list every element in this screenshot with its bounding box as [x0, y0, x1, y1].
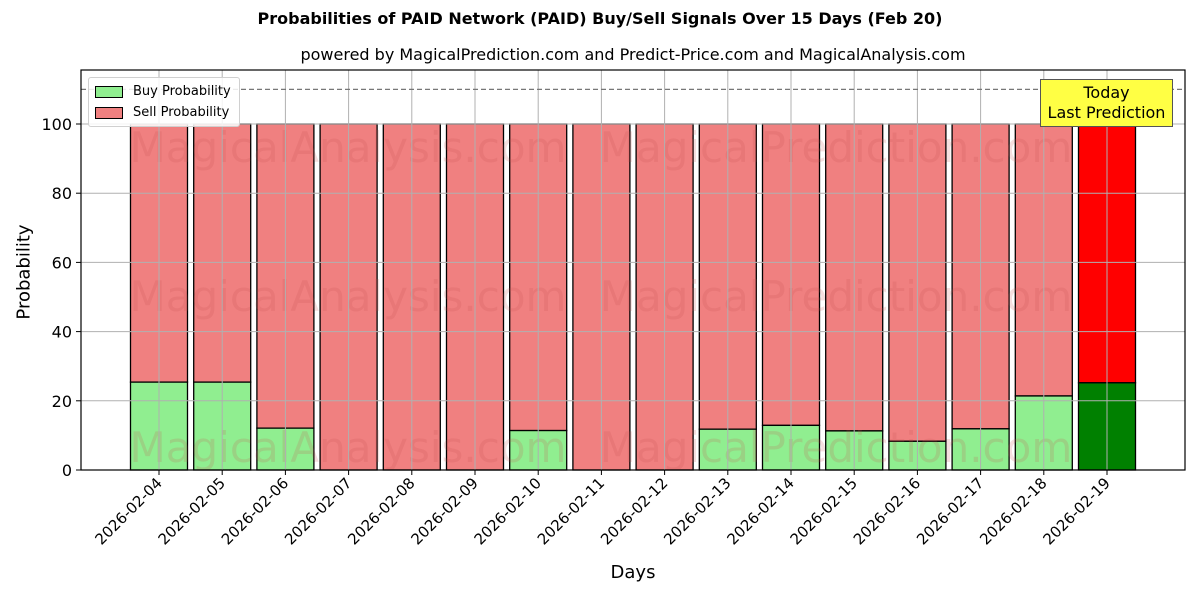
today-annotation-line1: Today: [1083, 83, 1130, 102]
legend-sell-label: Sell Probability: [133, 105, 230, 120]
legend-item-buy: Buy Probability: [95, 81, 231, 102]
watermark: MagicalAnalysis.com: [130, 123, 567, 172]
x-tick-label: 2026-02-04: [91, 474, 165, 548]
x-tick-label: 2026-02-15: [787, 474, 861, 548]
watermark: MagicalPrediction.com: [600, 272, 1073, 321]
plot-frame: [80, 69, 1186, 471]
x-tick-label: 2026-02-19: [1039, 474, 1113, 548]
buy-swatch-icon: [95, 85, 123, 98]
x-axis-label: Days: [610, 562, 656, 583]
watermark: MagicalPrediction.com: [600, 423, 1073, 472]
y-tick-label: 100: [41, 115, 72, 134]
y-tick-label: 40: [52, 323, 72, 342]
x-tick-label: 2026-02-10: [471, 474, 545, 548]
legend: Buy Probability Sell Probability: [88, 77, 240, 127]
watermark: MagicalAnalysis.com: [130, 423, 567, 472]
legend-item-sell: Sell Probability: [95, 102, 231, 123]
x-tick-label: 2026-02-16: [850, 474, 924, 548]
x-tick-label: 2026-02-12: [597, 474, 671, 548]
watermark: MagicalPrediction.com: [600, 123, 1073, 172]
x-tick-label: 2026-02-05: [155, 474, 229, 548]
x-tick-label: 2026-02-08: [344, 474, 418, 548]
today-annotation: Today Last Prediction: [1040, 79, 1173, 127]
x-tick-label: 2026-02-18: [976, 474, 1050, 548]
legend-buy-label: Buy Probability: [133, 84, 231, 99]
x-tick-label: 2026-02-07: [281, 474, 355, 548]
x-tick-label: 2026-02-09: [407, 474, 481, 548]
y-tick-label: 80: [52, 184, 72, 203]
y-axis-label: Probability: [13, 224, 35, 320]
sell-swatch-icon: [95, 106, 123, 119]
y-tick-label: 0: [62, 461, 72, 480]
chart-subtitle: powered by MagicalPrediction.com and Pre…: [300, 45, 966, 64]
watermark: MagicalAnalysis.com: [130, 272, 567, 321]
y-tick-label: 20: [52, 392, 72, 411]
x-tick-label: 2026-02-13: [660, 474, 734, 548]
x-tick-label: 2026-02-11: [534, 474, 608, 548]
chart-title: Probabilities of PAID Network (PAID) Buy…: [257, 9, 943, 28]
x-tick-label: 2026-02-17: [913, 474, 987, 548]
x-tick-label: 2026-02-14: [723, 474, 797, 548]
x-tick-label: 2026-02-06: [218, 474, 292, 548]
today-annotation-line2: Last Prediction: [1047, 103, 1166, 122]
y-tick-label: 60: [52, 253, 72, 272]
